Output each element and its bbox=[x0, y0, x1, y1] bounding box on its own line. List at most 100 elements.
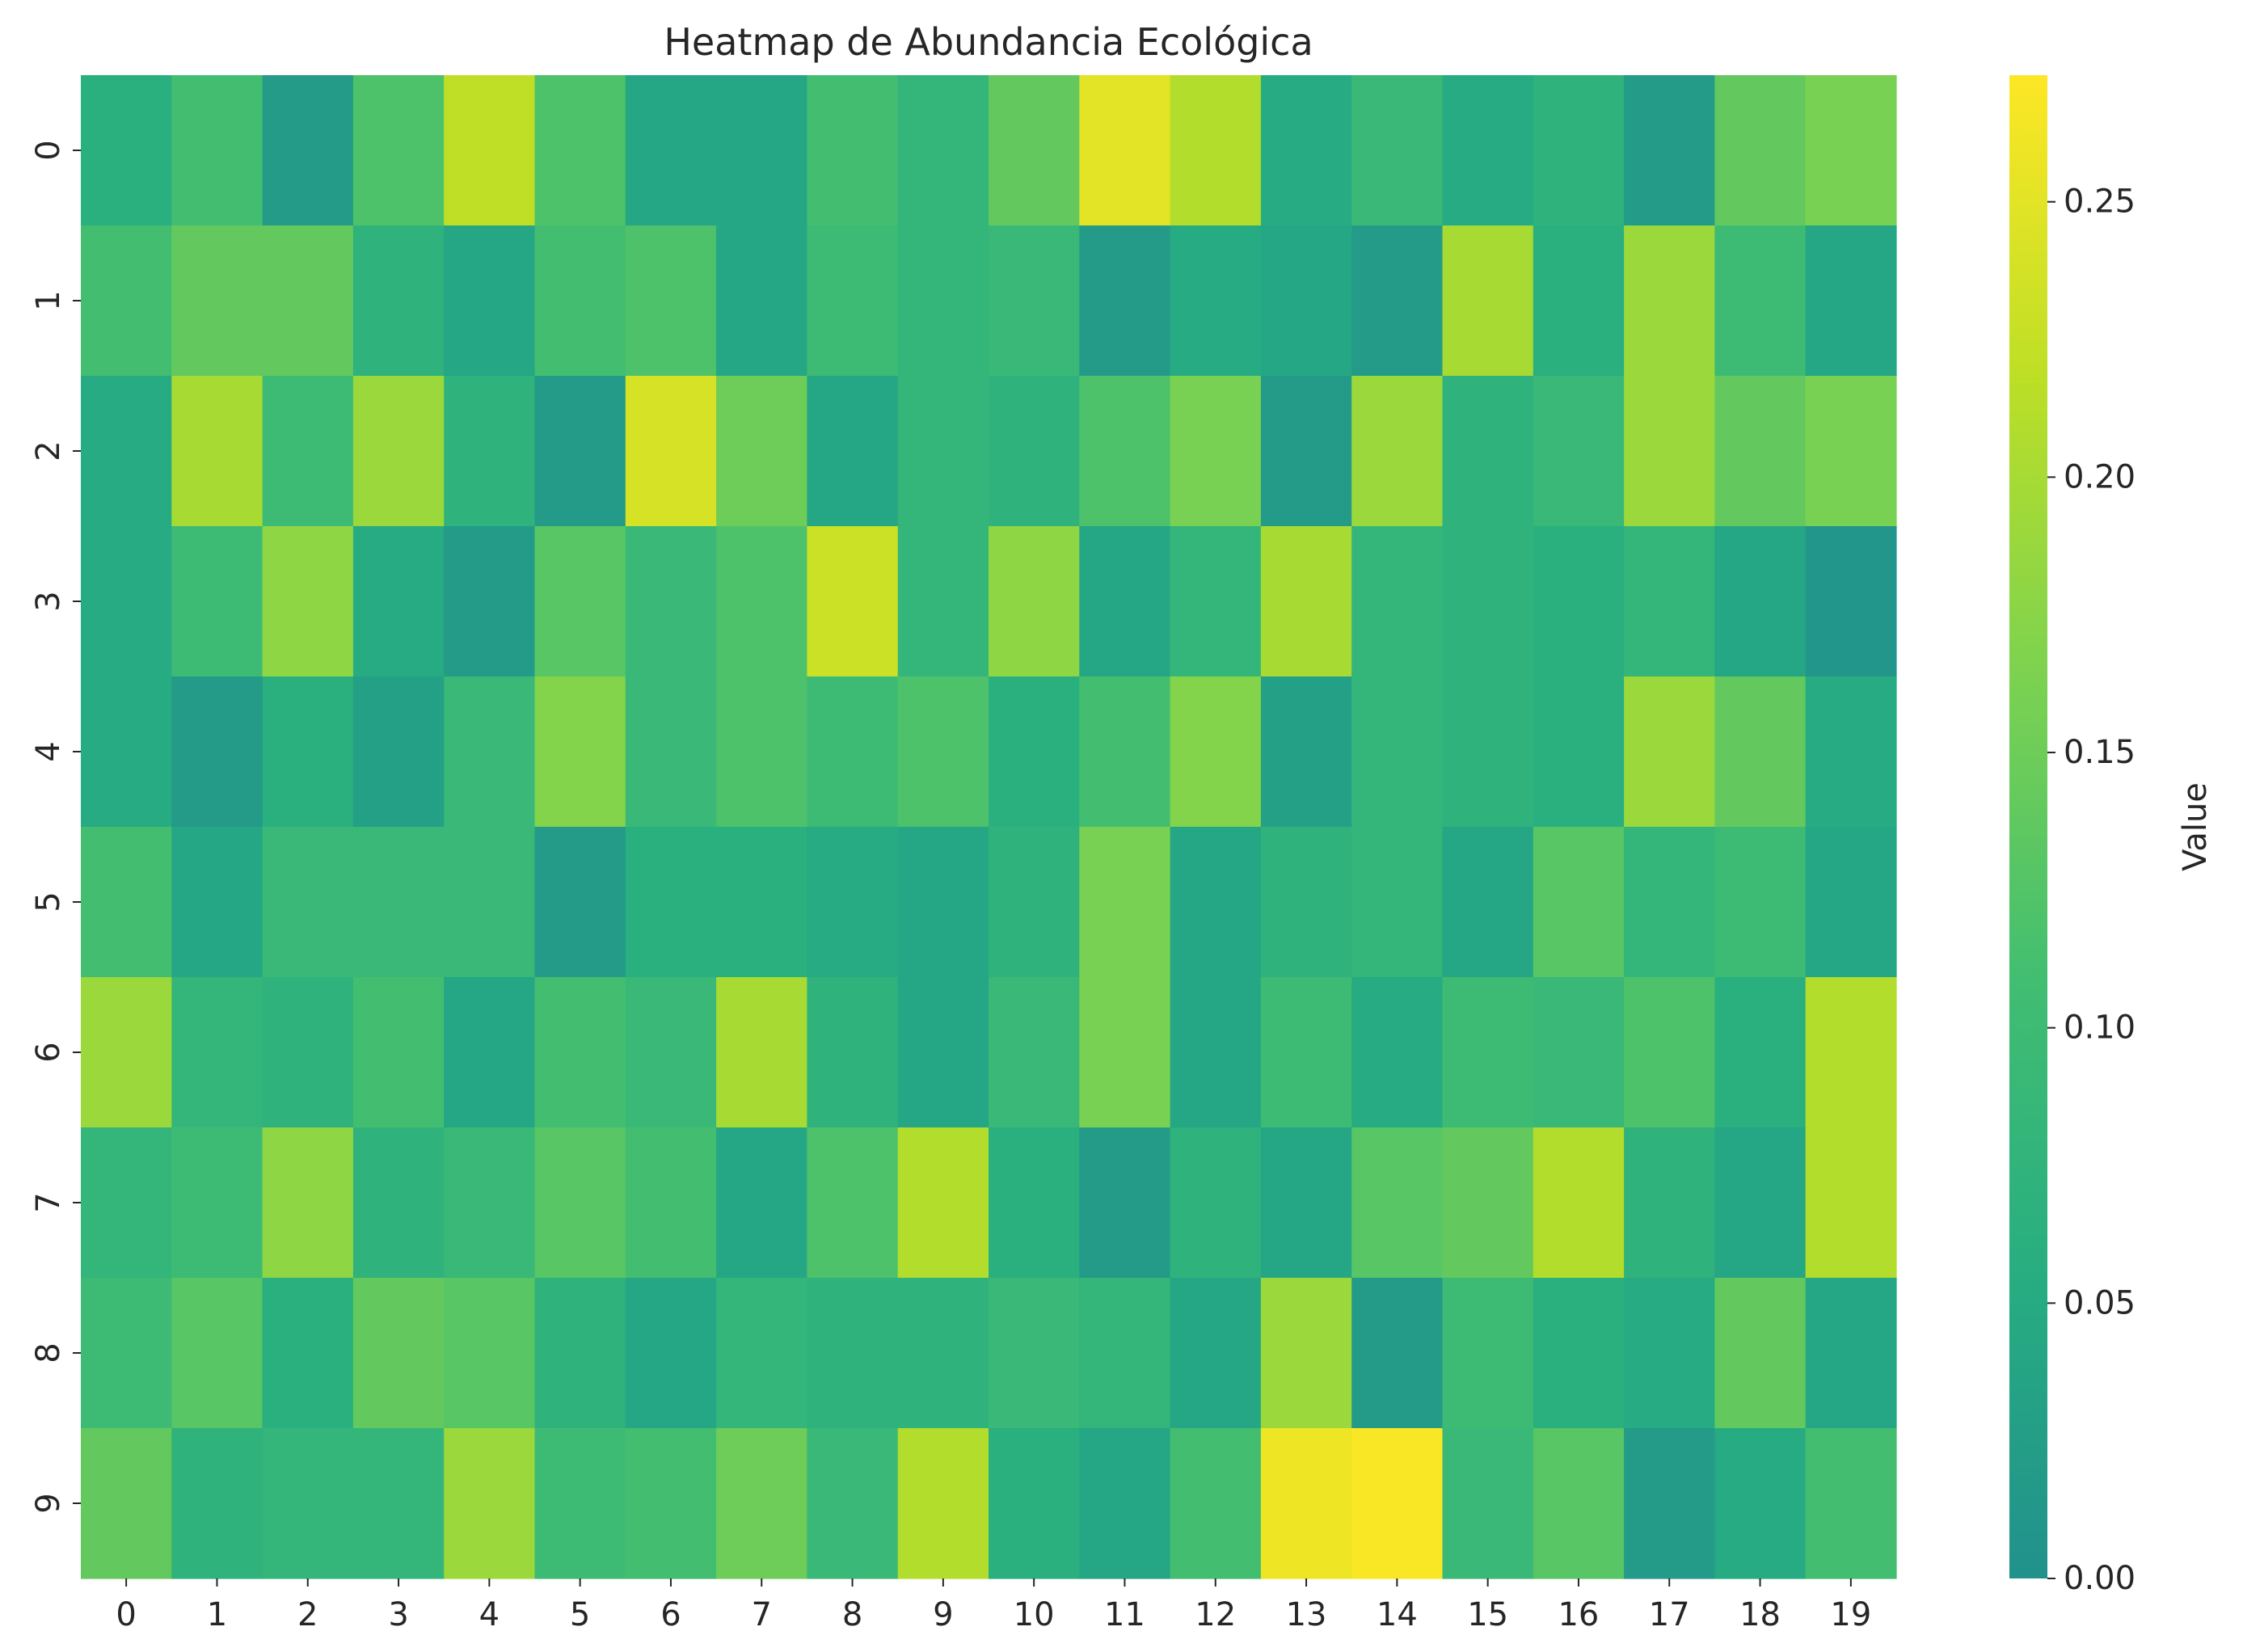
heatmap-cell-r9-c10 bbox=[989, 1428, 1080, 1579]
heatmap-cell-r9-c17 bbox=[1624, 1428, 1715, 1579]
heatmap-cell-r2-c17 bbox=[1624, 376, 1715, 527]
heatmap-cell-r3-c8 bbox=[807, 526, 899, 677]
heatmap-cell-r7-c18 bbox=[1714, 1127, 1807, 1279]
heatmap-cell-r3-c17 bbox=[1624, 526, 1715, 677]
heatmap-cell-r2-c16 bbox=[1533, 376, 1625, 527]
heatmap-cells bbox=[81, 75, 1897, 1579]
heatmap-cell-r0-c8 bbox=[807, 75, 899, 226]
heatmap-cell-r2-c11 bbox=[1079, 376, 1171, 527]
heatmap-cell-r3-c13 bbox=[1260, 526, 1352, 677]
heatmap-cell-r7-c8 bbox=[807, 1127, 899, 1279]
heatmap-cell-r2-c19 bbox=[1805, 376, 1897, 527]
heatmap-cell-r7-c0 bbox=[81, 1127, 172, 1279]
heatmap-cell-r3-c5 bbox=[534, 526, 626, 677]
heatmap-cell-r2-c6 bbox=[625, 376, 717, 527]
heatmap-cell-r3-c0 bbox=[81, 526, 172, 677]
y-tick-label: 7 bbox=[30, 1192, 67, 1212]
heatmap-cell-r8-c0 bbox=[81, 1278, 172, 1429]
heatmap-cell-r1-c8 bbox=[807, 225, 899, 377]
heatmap-cell-r5-c18 bbox=[1714, 827, 1807, 978]
heatmap-cell-r1-c11 bbox=[1079, 225, 1171, 377]
heatmap-cell-r1-c15 bbox=[1442, 225, 1534, 377]
heatmap-cell-r9-c15 bbox=[1442, 1428, 1534, 1579]
heatmap-cell-r8-c14 bbox=[1351, 1278, 1444, 1429]
heatmap-cell-r8-c5 bbox=[534, 1278, 626, 1429]
heatmap-cell-r1-c1 bbox=[171, 225, 264, 377]
y-tick-label: 8 bbox=[30, 1342, 67, 1363]
heatmap-cell-r8-c1 bbox=[171, 1278, 264, 1429]
x-tick-label: 8 bbox=[842, 1596, 862, 1633]
heatmap-cell-r5-c2 bbox=[262, 827, 354, 978]
heatmap-cell-r3-c4 bbox=[444, 526, 536, 677]
heatmap-cell-r1-c17 bbox=[1624, 225, 1715, 377]
heatmap-cell-r9-c14 bbox=[1351, 1428, 1444, 1579]
heatmap-cell-r6-c6 bbox=[625, 977, 717, 1128]
heatmap-cell-r1-c13 bbox=[1260, 225, 1352, 377]
heatmap-cell-r2-c4 bbox=[444, 376, 536, 527]
x-tick-label: 15 bbox=[1467, 1596, 1508, 1633]
heatmap-cell-r7-c15 bbox=[1442, 1127, 1534, 1279]
heatmap-cell-r4-c8 bbox=[807, 676, 899, 828]
heatmap-cell-r0-c1 bbox=[171, 75, 264, 226]
x-tick-label: 14 bbox=[1377, 1596, 1418, 1633]
heatmap-cell-r4-c18 bbox=[1714, 676, 1807, 828]
heatmap-cell-r9-c16 bbox=[1533, 1428, 1625, 1579]
heatmap-cell-r3-c2 bbox=[262, 526, 354, 677]
heatmap-cell-r7-c11 bbox=[1079, 1127, 1171, 1279]
heatmap-cell-r6-c19 bbox=[1805, 977, 1897, 1128]
x-tick-label: 4 bbox=[479, 1596, 500, 1633]
heatmap-cell-r5-c0 bbox=[81, 827, 172, 978]
heatmap-cell-r5-c5 bbox=[534, 827, 626, 978]
heatmap-cell-r8-c4 bbox=[444, 1278, 536, 1429]
x-tick-label: 10 bbox=[1014, 1596, 1055, 1633]
heatmap-cell-r8-c6 bbox=[625, 1278, 717, 1429]
heatmap-cell-r2-c18 bbox=[1714, 376, 1807, 527]
heatmap-cell-r6-c3 bbox=[352, 977, 445, 1128]
heatmap-cell-r0-c6 bbox=[625, 75, 717, 226]
heatmap-cell-r7-c14 bbox=[1351, 1127, 1444, 1279]
heatmap-cell-r4-c2 bbox=[262, 676, 354, 828]
y-tick-label: 5 bbox=[30, 891, 67, 912]
y-tick-label: 4 bbox=[30, 741, 67, 761]
heatmap-cell-r4-c16 bbox=[1533, 676, 1625, 828]
heatmap-cell-r8-c10 bbox=[989, 1278, 1080, 1429]
heatmap-cell-r7-c9 bbox=[897, 1127, 989, 1279]
heatmap-cell-r4-c17 bbox=[1624, 676, 1715, 828]
heatmap-cell-r7-c10 bbox=[989, 1127, 1080, 1279]
heatmap-cell-r2-c8 bbox=[807, 376, 899, 527]
heatmap-cell-r1-c14 bbox=[1351, 225, 1444, 377]
heatmap-cell-r6-c15 bbox=[1442, 977, 1534, 1128]
heatmap-cell-r6-c5 bbox=[534, 977, 626, 1128]
heatmap-cell-r4-c10 bbox=[989, 676, 1080, 828]
heatmap-cell-r7-c6 bbox=[625, 1127, 717, 1279]
heatmap-cell-r0-c9 bbox=[897, 75, 989, 226]
heatmap-cell-r1-c0 bbox=[81, 225, 172, 377]
x-tick-label: 9 bbox=[933, 1596, 953, 1633]
heatmap-cell-r3-c7 bbox=[716, 526, 807, 677]
heatmap-cell-r3-c16 bbox=[1533, 526, 1625, 677]
heatmap-cell-r4-c19 bbox=[1805, 676, 1897, 828]
heatmap-cell-r8-c11 bbox=[1079, 1278, 1171, 1429]
colorbar-tick-label: 0.25 bbox=[2064, 183, 2135, 221]
heatmap-cell-r6-c1 bbox=[171, 977, 264, 1128]
heatmap-cell-r0-c0 bbox=[81, 75, 172, 226]
heatmap-cell-r2-c3 bbox=[352, 376, 445, 527]
heatmap-cell-r5-c11 bbox=[1079, 827, 1171, 978]
colorbar-tick-label: 0.20 bbox=[2064, 458, 2135, 495]
heatmap-cell-r6-c18 bbox=[1714, 977, 1807, 1128]
heatmap-cell-r8-c9 bbox=[897, 1278, 989, 1429]
heatmap-cell-r5-c15 bbox=[1442, 827, 1534, 978]
heatmap-cell-r7-c16 bbox=[1533, 1127, 1625, 1279]
heatmap-cell-r6-c11 bbox=[1079, 977, 1171, 1128]
heatmap-cell-r0-c15 bbox=[1442, 75, 1534, 226]
heatmap-cell-r9-c13 bbox=[1260, 1428, 1352, 1579]
heatmap-cell-r0-c7 bbox=[716, 75, 807, 226]
heatmap-cell-r4-c1 bbox=[171, 676, 264, 828]
heatmap-cell-r5-c4 bbox=[444, 827, 536, 978]
heatmap-cell-r4-c5 bbox=[534, 676, 626, 828]
heatmap-cell-r8-c8 bbox=[807, 1278, 899, 1429]
heatmap-cell-r2-c7 bbox=[716, 376, 807, 527]
heatmap-cell-r3-c10 bbox=[989, 526, 1080, 677]
y-tick-label: 9 bbox=[30, 1493, 67, 1513]
heatmap-cell-r6-c8 bbox=[807, 977, 899, 1128]
